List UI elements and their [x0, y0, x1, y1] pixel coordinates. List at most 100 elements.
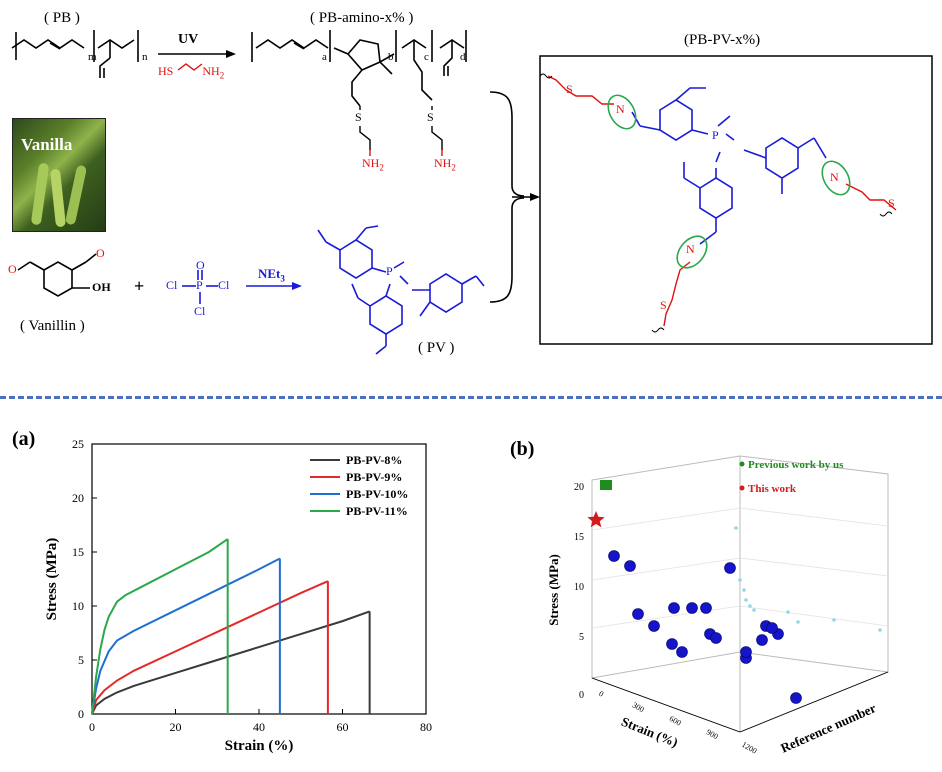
pocl3-o: O — [196, 258, 205, 272]
uv-label: UV — [178, 32, 199, 47]
box-n-3: N — [686, 242, 695, 256]
projection-dot-10 — [878, 628, 882, 632]
merge-bracket — [489, 91, 530, 303]
pocl3-structure — [182, 270, 218, 304]
pv-label: ( PV ) — [418, 340, 455, 356]
section-divider — [0, 396, 942, 399]
pb-pv-box — [539, 55, 933, 345]
reference-point-12 — [724, 562, 736, 574]
nh2-1-text: NH — [362, 156, 380, 170]
b-y-tick-label: 20 — [574, 482, 584, 493]
pv-network-structure — [631, 87, 827, 245]
pb-amino-sub-c: c — [424, 51, 429, 63]
reference-point-18 — [740, 646, 752, 658]
pocl3-cl-right: Cl — [218, 278, 230, 292]
series-line-3 — [91, 557, 281, 715]
b-y-tick-label: 0 — [579, 690, 584, 701]
panel-b-label: (b) — [510, 438, 535, 460]
b-x-tick-label: 600 — [668, 714, 683, 728]
chart-b-frame — [591, 455, 889, 733]
reference-point-5 — [668, 602, 680, 614]
projection-dot-2 — [738, 578, 742, 582]
imine-ring-1 — [607, 94, 637, 130]
vanillin-structure — [17, 253, 97, 297]
y-tick-label: 10 — [72, 599, 84, 613]
chart-b-grid — [591, 507, 889, 629]
vanilla-pod-1 — [30, 162, 50, 226]
plot-frame — [91, 443, 427, 715]
panel-a-label: (a) — [12, 428, 36, 450]
reference-point-11 — [710, 632, 722, 644]
projection-dot-7 — [786, 610, 790, 614]
pb-pv-label: (PB-PV-x%) — [684, 32, 761, 48]
x-tick-label: 0 — [89, 720, 95, 734]
box-s-1: S — [566, 82, 573, 96]
y-tick-label: 5 — [78, 653, 84, 667]
x-tick-label: 80 — [420, 720, 432, 734]
previous-work-marker — [600, 480, 612, 490]
pb-amino-structure — [251, 30, 467, 107]
b-y-tick-label: 5 — [579, 632, 584, 643]
pb-structure — [11, 30, 139, 78]
b-x-tick-label: 900 — [705, 727, 720, 741]
vanilla-pod-2 — [49, 168, 67, 228]
pb-sub-m: m — [88, 51, 97, 63]
box-s-3: S — [660, 298, 667, 312]
series-line-4 — [91, 538, 229, 715]
series-line-1 — [91, 610, 370, 715]
legend-label-2: PB-PV-9% — [346, 470, 402, 484]
this-work-marker — [587, 511, 605, 528]
nh2-2-sub: 2 — [451, 162, 456, 173]
box-s-2: S — [888, 196, 895, 210]
x-tick-label: 60 — [337, 720, 349, 734]
box-p: P — [712, 128, 719, 142]
reference-point-2 — [624, 560, 636, 572]
y-tick-label: 15 — [72, 545, 84, 559]
b-x-tick-label: 0 — [597, 689, 605, 699]
pocl3-p: P — [196, 278, 203, 292]
vanilla-photo-text: Vanilla — [21, 135, 73, 154]
projection-dot-3 — [742, 588, 746, 592]
series-line-2 — [91, 580, 329, 715]
vanilla-pod-3 — [64, 164, 88, 226]
y-tick-label: 0 — [78, 707, 84, 721]
reference-point-19 — [766, 622, 778, 634]
box-n-2: N — [830, 170, 839, 184]
net3-sub: 3 — [280, 273, 285, 284]
reference-point-3 — [632, 608, 644, 620]
b-legend-dot-1 — [739, 461, 745, 467]
b-z-axis-label: Reference number — [778, 700, 878, 756]
pv-p: P — [386, 264, 393, 278]
pb-amino-label: ( PB-amino-x% ) — [310, 10, 414, 26]
pb-label: ( PB ) — [44, 10, 80, 26]
thiol-reagent-label: HS NH2 — [158, 64, 224, 80]
reference-point-4 — [648, 620, 660, 632]
legend-label-4: PB-PV-11% — [346, 504, 408, 518]
vanillin-oh: OH — [92, 280, 111, 294]
b-y-tick-label: 10 — [574, 582, 584, 593]
projection-dot-8 — [796, 620, 800, 624]
imine-ring-3 — [676, 235, 708, 269]
legend-label-1: PB-PV-8% — [346, 453, 402, 467]
reference-point-7 — [700, 602, 712, 614]
thiol-sub: 2 — [219, 70, 225, 81]
thiol-hs: HS — [158, 64, 174, 78]
s-atom-1: S — [355, 110, 362, 124]
net3-label: NEt3 — [258, 266, 285, 284]
pb-amino-sub-b: b — [388, 51, 394, 63]
x-tick-label: 20 — [170, 720, 182, 734]
imine-ring-2 — [821, 160, 851, 196]
pb-sub-n: n — [142, 51, 148, 63]
y-axis-label: Stress (MPa) — [44, 538, 60, 621]
nh2-1-sub: 2 — [379, 162, 384, 173]
projection-dot-9 — [832, 618, 836, 622]
reference-point-8 — [666, 638, 678, 650]
b-x-tick-label: 1200 — [740, 740, 758, 756]
net3-text: NEt — [258, 266, 281, 281]
pocl3-cl-bottom: Cl — [194, 304, 206, 318]
y-tick-label: 25 — [72, 437, 84, 451]
nh2-2: NH2 — [434, 156, 456, 172]
thiol-reagent-bonds — [177, 63, 203, 71]
vanillin-o-2: O — [96, 246, 105, 260]
reference-point-17 — [790, 692, 802, 704]
